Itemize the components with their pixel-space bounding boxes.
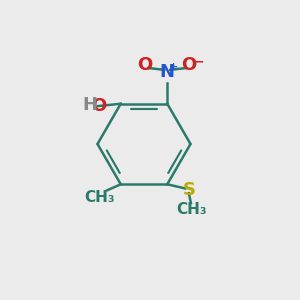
Text: CH₃: CH₃ bbox=[176, 202, 207, 217]
Text: N: N bbox=[160, 63, 175, 81]
Text: O: O bbox=[182, 56, 197, 74]
Text: +: + bbox=[169, 62, 178, 72]
Text: S: S bbox=[182, 181, 195, 199]
Text: O: O bbox=[91, 97, 106, 115]
Text: CH₃: CH₃ bbox=[84, 190, 115, 205]
Text: −: − bbox=[194, 56, 205, 68]
Text: H: H bbox=[82, 96, 97, 114]
Text: O: O bbox=[137, 56, 152, 74]
